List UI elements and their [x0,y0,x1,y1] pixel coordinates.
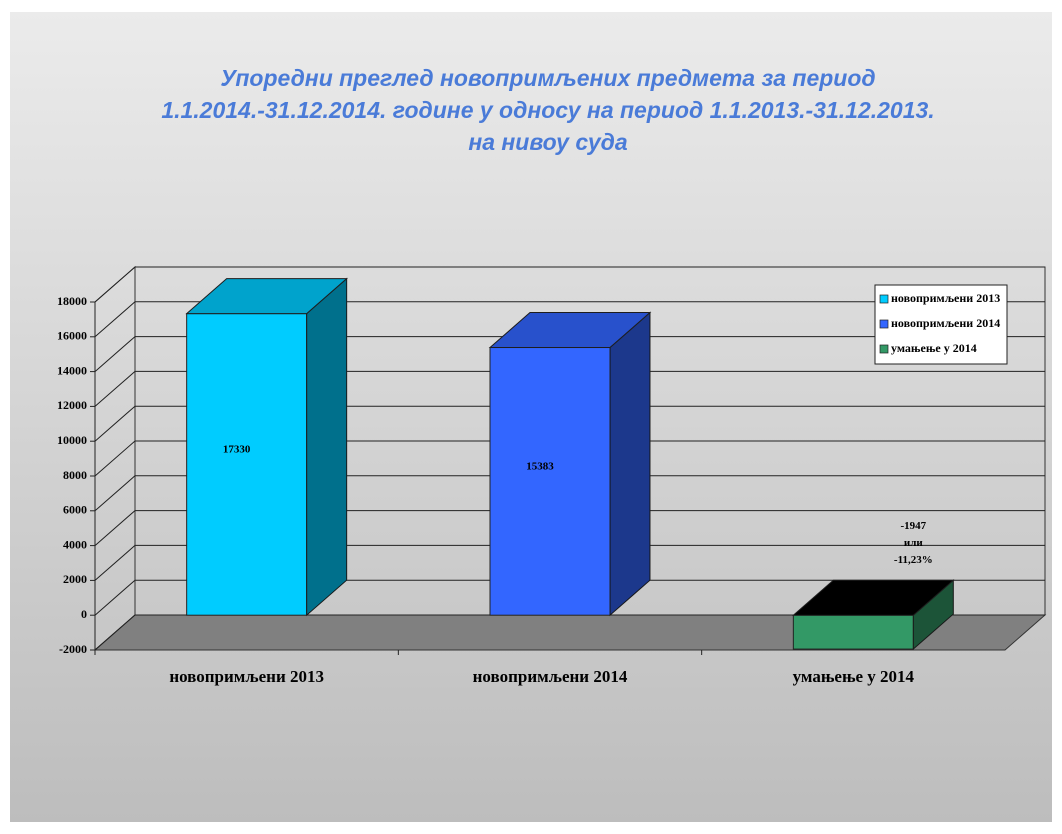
legend-swatch [879,294,889,304]
bar [792,579,955,651]
x-tick-label: новопримљени 2013 [169,667,324,686]
legend-label: умањење у 2014 [891,341,977,355]
grid-line [94,579,1045,616]
bar-front [489,347,611,616]
x-tick-label: умањење у 2014 [793,667,915,686]
value-label-line: 15383 [526,460,554,472]
bar-top-shade [793,580,954,616]
grid-line [94,475,1045,512]
grid-line [94,370,1045,407]
y-tick-label: 8000 [63,468,87,482]
y-tick-label: -2000 [59,642,87,656]
value-label: 15383 [526,460,554,472]
grid-line [94,544,1045,581]
value-label-line: -11,23% [894,554,933,566]
bar-top-shade [186,278,347,314]
legend-label: новопримљени 2014 [891,316,1000,330]
legend-swatch [879,319,889,329]
chart-title: Упоредни преглед новопримљених предмета … [220,65,875,91]
grid-line [94,336,1045,372]
legend-swatch [879,344,889,354]
bar-top [185,278,348,315]
y-tick-label: 10000 [57,433,87,447]
value-label-line: или [904,537,924,549]
value-label: -1947 или -11,23% [894,520,933,566]
grid-line [94,510,1045,546]
y-tick-label: 6000 [63,503,87,517]
bar [185,277,348,617]
bar-top [488,312,652,349]
y-tick-label: 0 [81,607,87,621]
bar-top [792,579,955,616]
y-tick-label: 2000 [63,572,87,586]
grid-line [94,614,1045,651]
grid-line [94,266,1045,303]
value-label-line: -1947 [900,520,926,532]
bar-top-shade [490,312,650,348]
bar-side-shade [610,312,650,616]
bar-side-shade [306,278,347,616]
y-tick-label: 12000 [57,398,87,412]
bar-front [792,614,914,650]
bar [488,311,652,617]
legend-box [874,284,1008,365]
y-tick-label: 18000 [57,294,87,308]
value-label-line: 17330 [223,443,251,455]
bar-front [186,313,308,616]
y-tick-label: 16000 [57,329,87,343]
chart-title: 1.1.2014.-31.12.2014. године у односу на… [161,97,934,123]
bar-side-shade [913,580,954,650]
grid-line [94,440,1045,477]
y-tick-label: 14000 [57,363,87,377]
legend-label: новопримљени 2013 [891,291,1000,305]
grid-line [94,405,1045,442]
chart-title: на нивоу суда [468,129,627,155]
y-tick-label: 4000 [63,537,87,551]
value-label: 17330 [223,443,251,455]
grid-line [94,301,1045,338]
x-tick-label: новопримљени 2014 [473,667,628,686]
